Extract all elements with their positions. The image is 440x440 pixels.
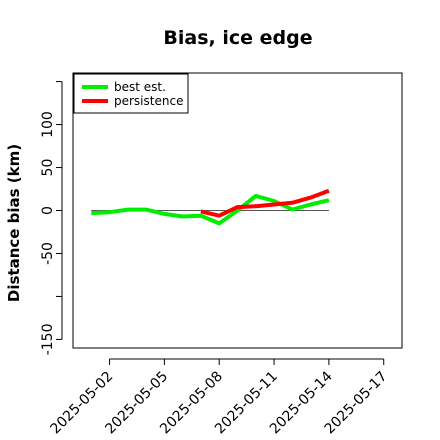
series-layer xyxy=(91,188,330,226)
x-axis: 2025-05-022025-05-052025-05-082025-05-11… xyxy=(48,358,391,437)
y-tick-label: 50 xyxy=(40,159,56,177)
legend: best est. persistence xyxy=(73,73,189,114)
series-line-persistence xyxy=(200,188,330,218)
y-tick-label: 0 xyxy=(40,206,56,215)
y-tick-label: -50 xyxy=(40,242,56,265)
chart-title: Bias, ice edge xyxy=(163,27,312,49)
y-tick-label: -150 xyxy=(40,324,56,356)
legend-label-best-est: best est. xyxy=(114,80,166,94)
y-axis-label: Distance bias (km) xyxy=(5,144,23,302)
series-line-best-est xyxy=(91,193,330,226)
legend-label-persistence: persistence xyxy=(114,94,183,108)
y-tick-label: 100 xyxy=(40,111,56,138)
legend-box xyxy=(73,73,189,114)
plot-frame xyxy=(72,72,403,349)
y-axis: -150 -50 0 50 100 xyxy=(40,81,63,356)
